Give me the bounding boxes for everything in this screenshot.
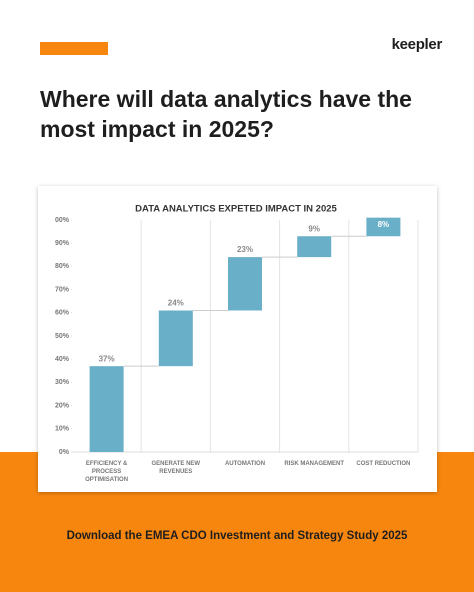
x-tick-label: RISK MANAGEMENT: [284, 461, 345, 467]
chart: DATA ANALYTICS EXPETED IMPACT IN 2025 0%…: [55, 204, 419, 456]
x-tick-label: EFFICIENCY & PROCESS OPTIMISATION: [85, 461, 129, 483]
accent-bar: [40, 42, 108, 55]
x-tick-label: AUTOMATION: [224, 461, 266, 467]
x-tick-label: GENERATE NEW REVENUES: [151, 461, 201, 475]
y-tick-label: 20%: [55, 402, 70, 409]
data-label: 24%: [168, 299, 184, 308]
data-label: 9%: [308, 224, 320, 233]
headline: Where will data analytics have the most …: [40, 86, 412, 142]
y-tick-label: 30%: [55, 379, 70, 386]
footer-text: Download the EMEA CDO Investment and Str…: [66, 530, 408, 542]
data-label: 37%: [99, 354, 115, 363]
bar: [297, 236, 332, 258]
y-tick-label: 80%: [55, 263, 70, 270]
y-tick-label: 90%: [55, 240, 70, 247]
y-tick-label: 10%: [55, 426, 70, 433]
y-tick-label: 60%: [55, 310, 70, 317]
y-tick-label: 50%: [55, 333, 70, 340]
x-tick-label: COST REDUCTION: [356, 461, 411, 467]
chart-card: DATA ANALYTICS EXPETED IMPACT IN 2025 0%…: [38, 186, 437, 492]
bar: [366, 217, 401, 237]
y-tick-label: 00%: [55, 217, 70, 224]
y-tick-label: 0%: [59, 449, 70, 456]
logo: keepler: [391, 36, 443, 53]
chart-title: DATA ANALYTICS EXPETED IMPACT IN 2025: [135, 204, 337, 215]
data-label: 23%: [237, 245, 253, 254]
bar: [158, 310, 193, 367]
y-tick-label: 70%: [55, 286, 70, 293]
data-label: 8%: [378, 220, 390, 229]
y-tick-label: 40%: [55, 356, 70, 363]
bar: [89, 366, 124, 452]
bar: [228, 257, 262, 311]
